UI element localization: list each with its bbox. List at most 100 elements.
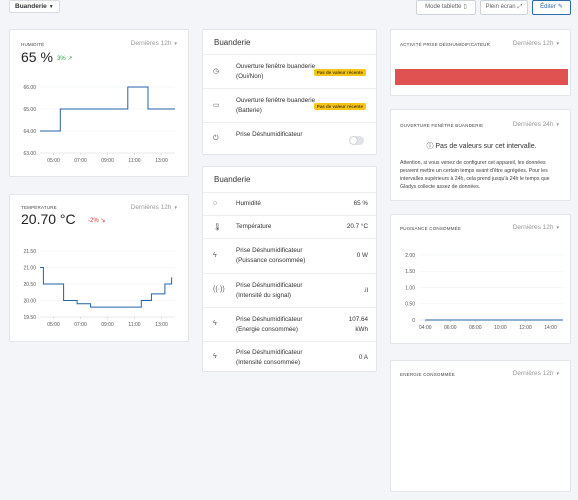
list-item: ϟ Prise Déshumidificateur (Intensité con…: [203, 341, 376, 373]
y-tick-label: 20.50: [23, 282, 36, 288]
no-values-message: ⓘ Pas de valeurs sur cet intervalle.: [426, 143, 537, 150]
chevron-down-icon: ▼: [555, 41, 560, 46]
y-tick-label: 66.00: [23, 85, 36, 91]
window-note: Attention, si vous venez de configurer c…: [400, 160, 550, 190]
power-period-select[interactable]: Dernières 12h ▼: [512, 224, 560, 231]
y-tick-label: 21.00: [23, 265, 36, 271]
card-title: Buanderie: [214, 38, 251, 47]
activity-bar: [395, 69, 568, 85]
energy-card: Energie consommée Dernières 12h ▼: [390, 360, 571, 492]
temperature-label: Température: [21, 205, 57, 210]
list-item: ϟ Prise Déshumidificateur (Puissance con…: [203, 238, 376, 273]
energy-period-select[interactable]: Dernières 12h ▼: [512, 370, 560, 377]
humidity-card: Humidité Dernières 12h ▼ 65 % 3% ↗ 66.00 6…: [9, 29, 189, 177]
buanderie-sensors-card: Buanderie ○ Humidité 65 % 🌡︎ Température…: [202, 166, 377, 372]
x-tick-label: 10:00: [494, 325, 507, 331]
plug-icon: ⏻: [213, 135, 219, 142]
y-tick-label: 0: [412, 318, 415, 324]
thermometer-icon: 🌡︎: [213, 224, 222, 231]
activity-card: Activité prise déshumidificateur Dernièr…: [390, 29, 571, 96]
power-chart: 2.00 1.50 1.00 0.50 0 04:00 06:00 08:00 10:00 12:…: [405, 253, 563, 331]
x-tick-label: 12:00: [519, 325, 532, 331]
window-label: Ouverture fenêtre buanderie: [400, 123, 484, 128]
y-tick-label: 20.00: [23, 298, 36, 304]
status-badge: Pas de valeur récente: [313, 69, 366, 76]
humidity-value: 65 %: [21, 49, 53, 65]
buanderie-devices-card: Buanderie ◷ Ouverture fenêtre buanderie …: [202, 29, 377, 155]
edit-button[interactable]: Éditer ✎: [532, 0, 571, 15]
temperature-chart: 21.50 21.00 20.50 20.00 19.50 05:00 07:00 09:00…: [23, 249, 175, 328]
list-item: ϟ Prise Déshumidificateur (Energie conso…: [203, 307, 376, 341]
humidity-trend: 3% ↗: [57, 56, 73, 62]
list-item: ◷ Ouverture fenêtre buanderie (Oui/Non) …: [203, 54, 376, 88]
chevron-down-icon: ▼: [173, 205, 178, 210]
activity-label: Activité prise déshumidificateur: [400, 42, 491, 47]
info-icon: ⓘ: [426, 143, 434, 150]
status-badge: Pas de valeur récente: [313, 103, 366, 110]
temperature-period-select[interactable]: Dernières 12h ▼: [130, 204, 178, 211]
dehumidifier-toggle[interactable]: [349, 136, 364, 145]
x-tick-label: 06:00: [444, 325, 457, 331]
window-period-select[interactable]: Dernières 24h ▼: [512, 121, 560, 128]
chevron-down-icon: ▼: [555, 371, 560, 376]
bolt-icon: ϟ: [213, 252, 217, 259]
activity-period-select[interactable]: Dernières 12h ▼: [512, 40, 560, 47]
fullscreen-button[interactable]: Plein écran ⤢: [480, 0, 528, 15]
clock-icon: ◷: [213, 68, 220, 75]
y-tick-label: 21.50: [23, 249, 36, 255]
y-tick-label: 19.50: [23, 315, 36, 321]
humidity-label: Humidité: [21, 42, 45, 47]
x-tick-label: 09:00: [101, 158, 114, 164]
x-tick-label: 05:00: [47, 158, 60, 164]
card-title: Buanderie: [214, 175, 251, 184]
list-item: ○ Humidité 65 %: [203, 192, 376, 215]
bolt-icon: ϟ: [213, 353, 217, 360]
list-item: ▭ Ouverture fenêtre buanderie (Batterie)…: [203, 88, 376, 122]
x-tick-label: 11:00: [128, 158, 140, 164]
x-tick-label: 07:00: [74, 322, 87, 328]
droplet-icon: ○: [213, 200, 218, 207]
x-tick-label: 07:00: [74, 158, 87, 164]
y-tick-label: 2.00: [405, 253, 415, 259]
x-tick-label: 04:00: [419, 325, 432, 331]
window-card: Ouverture fenêtre buanderie Dernières 24…: [390, 109, 571, 201]
tablet-mode-button[interactable]: Mode tablette ▯: [416, 0, 476, 15]
x-tick-label: 05:00: [47, 322, 60, 328]
x-tick-label: 09:00: [101, 322, 114, 328]
temperature-value: 20.70 °C: [21, 211, 76, 227]
y-tick-label: 64.00: [23, 129, 36, 135]
temperature-card: Température Dernières 12h ▼ 20.70 °C -2% …: [9, 194, 189, 342]
temperature-trend: -2% ↘: [88, 218, 106, 224]
chevron-down-icon: ▼: [555, 225, 560, 230]
y-tick-label: 63.00: [23, 151, 36, 157]
signal-icon: ((·)): [213, 286, 225, 293]
y-tick-label: 1.50: [405, 269, 415, 275]
x-tick-label: 14:00: [544, 325, 557, 331]
trend-up-icon: ↗: [65, 56, 73, 62]
battery-icon: ▭: [213, 102, 220, 109]
trend-down-icon: ↘: [98, 218, 106, 224]
humidity-period-select[interactable]: Dernières 12h ▼: [130, 40, 178, 47]
list-item: ⏻ Prise Déshumidificateur: [203, 122, 376, 156]
series-line: [40, 267, 173, 308]
y-tick-label: 1.00: [405, 285, 415, 291]
edit-icon: ✎: [557, 4, 563, 10]
x-tick-label: 13:00: [155, 322, 168, 328]
list-item: ((·)) Prise Déshumidificateur (Intensité…: [203, 273, 376, 307]
expand-icon: ⤢: [517, 4, 523, 10]
humidity-chart: 66.00 65.00 64.00 63.00 05:00 07:00 09:00 11:00…: [23, 85, 175, 164]
chevron-down-icon: ▼: [173, 41, 178, 46]
y-tick-label: 65.00: [23, 107, 36, 113]
chevron-down-icon: ▼: [48, 4, 54, 10]
power-card: Puissance consommée Dernières 12h ▼ 2.00 1…: [390, 214, 571, 344]
room-select[interactable]: Buanderie ▼: [9, 0, 60, 13]
energy-label: Energie consommée: [400, 372, 455, 377]
x-tick-label: 13:00: [155, 158, 168, 164]
x-tick-label: 11:00: [128, 322, 140, 328]
power-label: Puissance consommée: [400, 226, 462, 231]
chevron-down-icon: ▼: [555, 122, 560, 127]
x-tick-label: 08:00: [469, 325, 482, 331]
top-bar: Buanderie ▼ Mode tablette ▯ Plein écran ⤢ É…: [0, 0, 578, 16]
bolt-icon: ϟ: [213, 320, 217, 327]
list-item: 🌡︎ Température 20.7 °C: [203, 215, 376, 238]
